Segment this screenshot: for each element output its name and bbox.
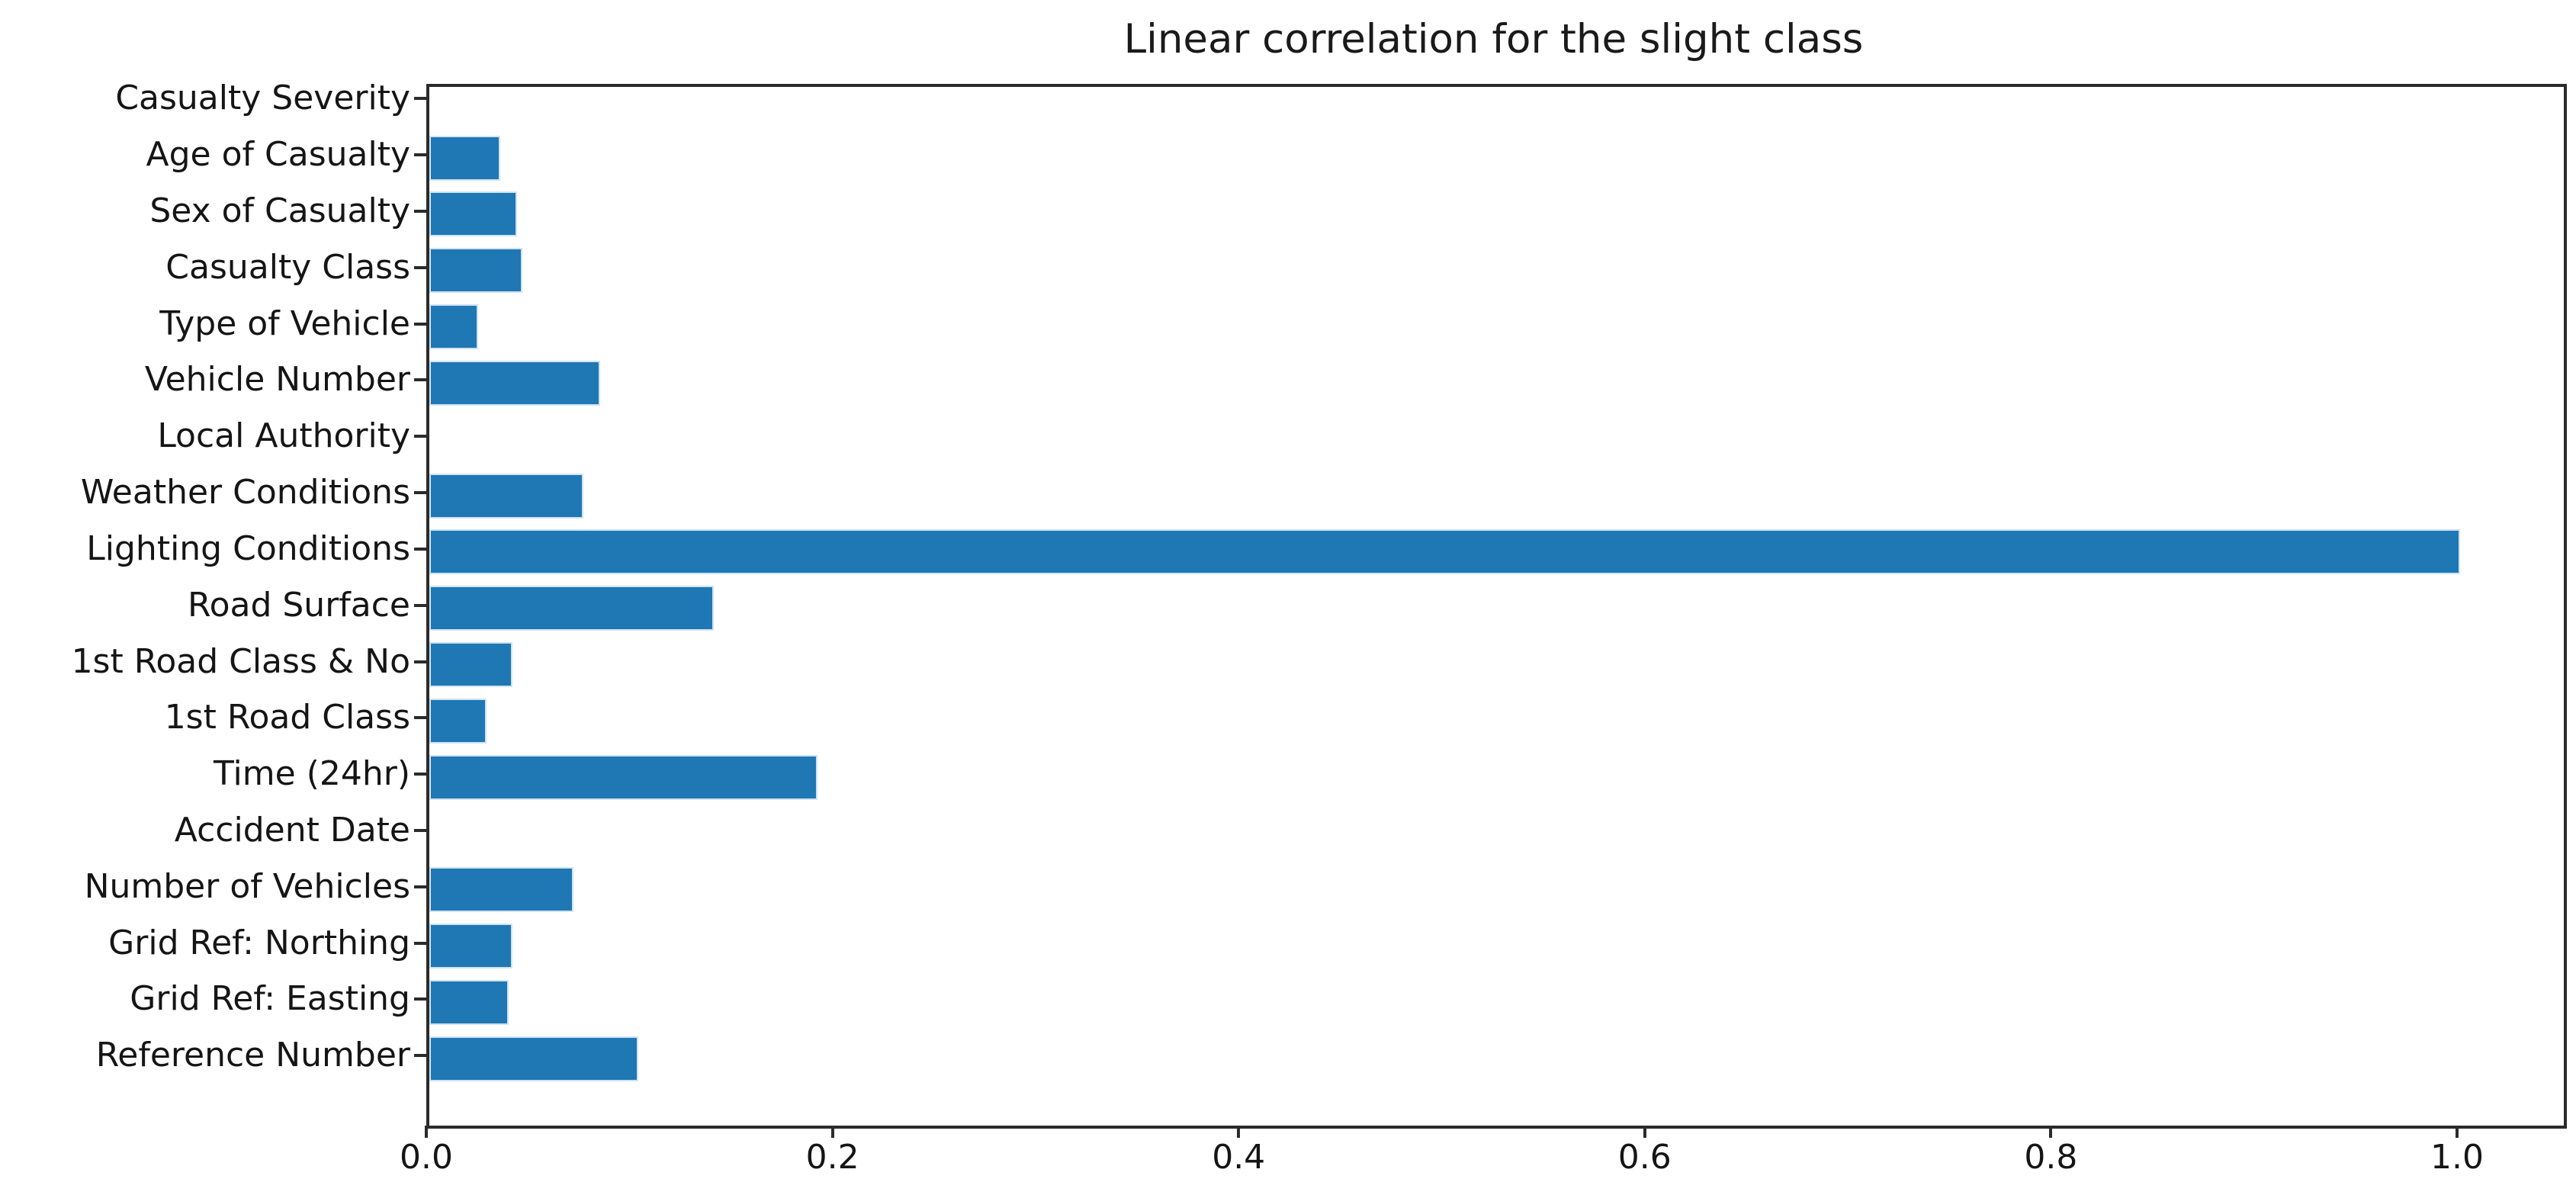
- y-tick-label: Sex of Casualty: [149, 191, 410, 230]
- y-tick-label: Reference Number: [95, 1036, 410, 1075]
- y-tick-mark: [414, 547, 426, 551]
- bar-grid-ref-easting: [429, 979, 509, 1025]
- bar-road-surface: [429, 586, 714, 631]
- x-tick-label: 0.6: [1617, 1138, 1672, 1177]
- y-tick-mark: [414, 322, 426, 326]
- x-tick-label: 0.4: [1212, 1138, 1266, 1177]
- y-tick-mark: [414, 603, 426, 607]
- y-tick-label: Type of Vehicle: [159, 304, 410, 343]
- bar-vehicle-number: [429, 360, 600, 406]
- bar-grid-ref-northing: [429, 924, 512, 969]
- y-tick-mark: [414, 97, 426, 101]
- x-tick-mark: [830, 1126, 834, 1138]
- x-tick-mark: [1643, 1126, 1646, 1138]
- y-tick-mark: [414, 209, 426, 213]
- x-tick-mark: [2456, 1126, 2459, 1138]
- bar-1st-road-class-no: [429, 642, 512, 687]
- y-tick-mark: [414, 773, 426, 776]
- y-tick-label: 1st Road Class & No: [71, 641, 410, 681]
- x-tick-label: 0.2: [805, 1138, 859, 1177]
- y-tick-label: Casualty Class: [165, 247, 410, 287]
- y-tick-label: Weather Conditions: [80, 473, 410, 512]
- bar-weather-conditions: [429, 473, 583, 519]
- bar-reference-number: [429, 1036, 638, 1081]
- y-tick-mark: [414, 1054, 426, 1058]
- bar-type-of-vehicle: [429, 304, 478, 350]
- x-tick-mark: [1237, 1126, 1241, 1138]
- bar-time-24hr-: [429, 754, 817, 800]
- y-tick-mark: [414, 885, 426, 888]
- x-tick-label: 1.0: [2430, 1138, 2484, 1177]
- x-tick-label: 0.0: [400, 1138, 453, 1177]
- y-tick-label: Age of Casualty: [146, 135, 410, 175]
- y-tick-mark: [414, 491, 426, 495]
- bar-sex-of-casualty: [429, 191, 517, 237]
- y-tick-label: Road Surface: [187, 585, 410, 625]
- y-tick-label: Local Authority: [157, 416, 410, 456]
- x-tick-mark: [2049, 1126, 2053, 1138]
- y-tick-label: Accident Date: [174, 810, 410, 850]
- y-tick-mark: [414, 941, 426, 945]
- bar-age-of-casualty: [429, 135, 500, 181]
- chart-title: Linear correlation for the slight class: [1123, 16, 1864, 63]
- y-tick-label: Vehicle Number: [144, 360, 410, 400]
- y-tick-mark: [414, 378, 426, 382]
- y-tick-mark: [414, 660, 426, 663]
- y-tick-label: 1st Road Class: [164, 698, 410, 737]
- bar-number-of-vehicles: [429, 867, 573, 913]
- y-tick-mark: [414, 828, 426, 832]
- y-tick-label: Lighting Conditions: [86, 528, 410, 568]
- bar-lighting-conditions: [429, 529, 2460, 575]
- y-tick-label: Time (24hr): [214, 754, 410, 794]
- y-tick-label: Grid Ref: Easting: [130, 979, 410, 1019]
- plot-area: [426, 84, 2567, 1129]
- y-tick-mark: [414, 265, 426, 269]
- x-tick-label: 0.8: [2024, 1138, 2078, 1177]
- y-tick-label: Casualty Severity: [115, 79, 410, 118]
- y-tick-mark: [414, 435, 426, 438]
- y-tick-mark: [414, 153, 426, 157]
- y-tick-mark: [414, 716, 426, 720]
- bar-casualty-class: [429, 248, 522, 294]
- y-tick-label: Grid Ref: Northing: [108, 923, 410, 962]
- y-tick-mark: [414, 997, 426, 1001]
- y-tick-label: Number of Vehicles: [84, 866, 410, 906]
- x-tick-mark: [425, 1126, 428, 1138]
- bar-1st-road-class: [429, 698, 487, 744]
